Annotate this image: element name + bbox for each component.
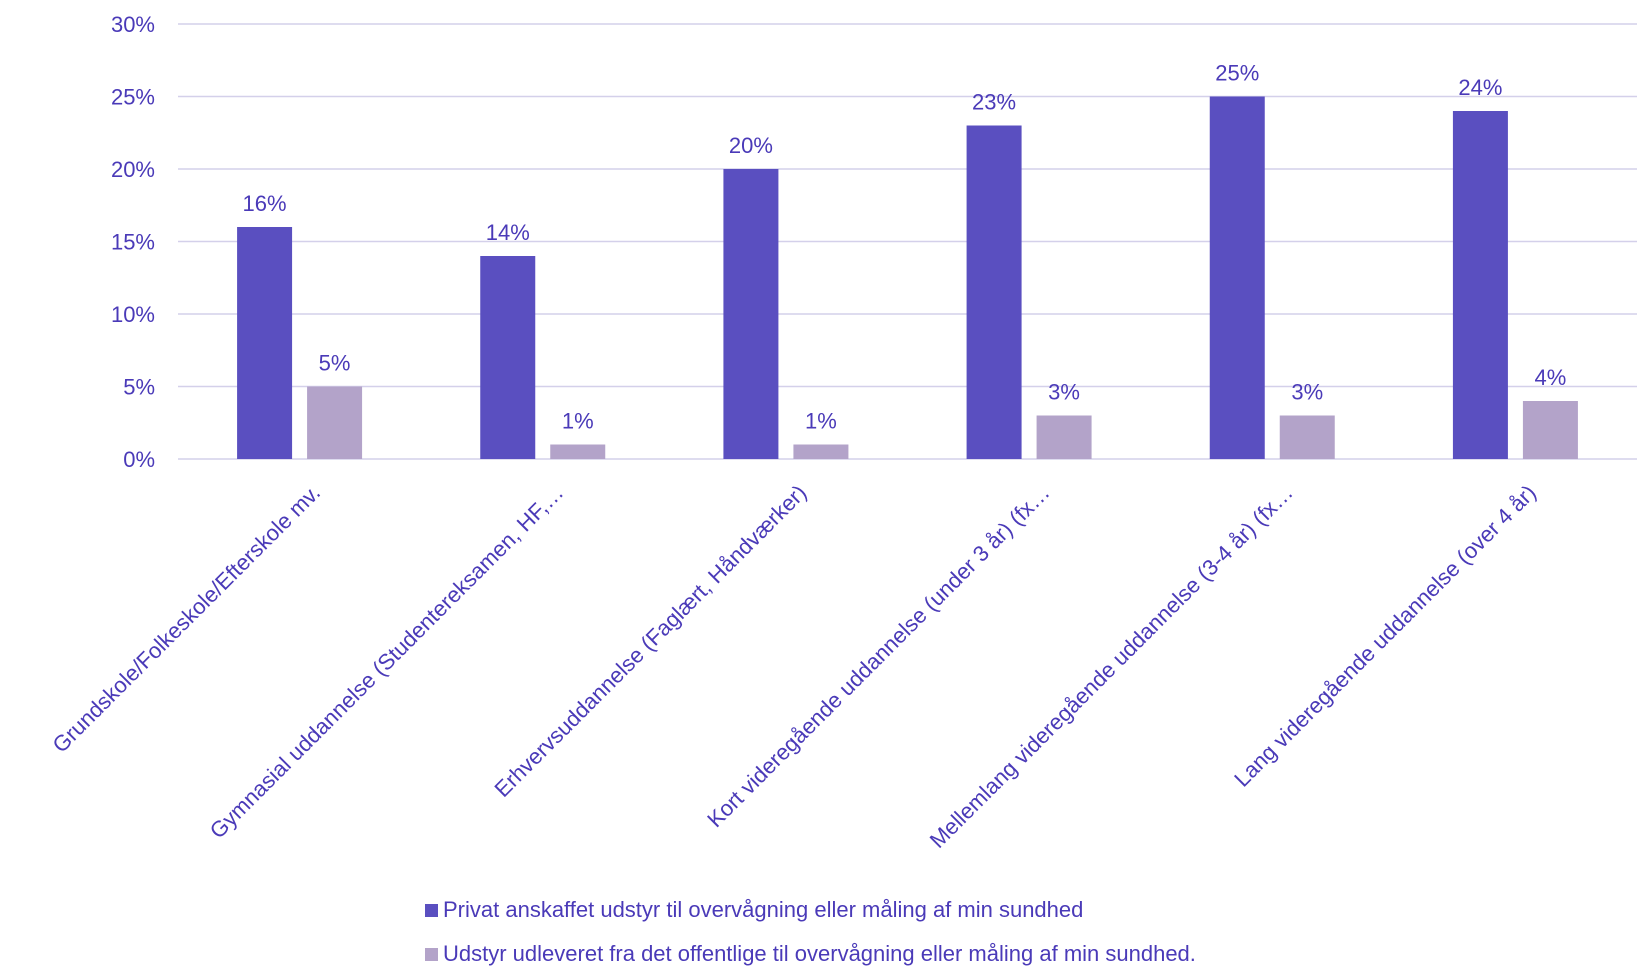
- y-tick-label: 15%: [111, 230, 155, 255]
- bar-series-2: [1036, 415, 1092, 459]
- data-label: 20%: [729, 133, 773, 158]
- bar-series-1: [1209, 96, 1265, 459]
- bar-series-1: [966, 125, 1022, 459]
- y-tick-label: 5%: [123, 375, 155, 400]
- x-tick-label: Grundskole/Folkeskole/Efterskole mv.: [47, 480, 325, 758]
- bar-series-1: [1452, 111, 1508, 459]
- y-tick-label: 0%: [123, 447, 155, 472]
- bar-series-2: [793, 444, 849, 459]
- bar-series-2: [307, 386, 363, 459]
- y-tick-label: 30%: [111, 12, 155, 37]
- data-label: 23%: [972, 90, 1016, 115]
- bar-series-2: [550, 444, 606, 459]
- legend: Privat anskaffet udstyr til overvågning …: [425, 888, 1196, 976]
- bar-series-1: [723, 169, 779, 459]
- data-label: 3%: [1048, 380, 1080, 405]
- bar-series-1: [237, 227, 293, 459]
- legend-swatch-series-2: [425, 947, 438, 961]
- bar-series-1: [480, 256, 536, 459]
- legend-swatch-series-1: [425, 903, 438, 917]
- legend-label-series-2: Udstyr udleveret fra det offentlige til …: [443, 941, 1196, 966]
- data-label: 4%: [1535, 365, 1567, 390]
- data-label: 3%: [1291, 380, 1323, 405]
- legend-item-series-2: Udstyr udleveret fra det offentlige til …: [425, 932, 1196, 976]
- data-label: 16%: [243, 191, 287, 216]
- y-axis-ticks: 0% 5% 10% 15% 20% 25% 30%: [111, 12, 155, 472]
- bar-series-2: [1522, 401, 1578, 459]
- y-tick-label: 20%: [111, 157, 155, 182]
- x-axis-ticks: Grundskole/Folkeskole/Efterskole mv.Gymn…: [47, 480, 1540, 853]
- data-label: 24%: [1458, 75, 1502, 100]
- bars: [237, 96, 1578, 459]
- legend-label-series-1: Privat anskaffet udstyr til overvågning …: [443, 897, 1084, 922]
- y-tick-label: 25%: [111, 85, 155, 110]
- x-tick-label: Lang videregående uddannelse (over 4 år): [1229, 480, 1541, 792]
- bar-series-2: [1279, 415, 1335, 459]
- legend-item-series-1: Privat anskaffet udstyr til overvågning …: [425, 888, 1196, 932]
- data-label: 25%: [1215, 61, 1259, 86]
- data-label: 5%: [319, 351, 351, 376]
- y-tick-label: 10%: [111, 302, 155, 327]
- gridlines: [178, 23, 1637, 460]
- data-label: 14%: [486, 220, 530, 245]
- data-labels: 16% 5% 14% 1% 20% 1% 23% 3% 25% 3% 24% 4%: [243, 61, 1567, 434]
- data-label: 1%: [805, 409, 837, 434]
- data-label: 1%: [562, 409, 594, 434]
